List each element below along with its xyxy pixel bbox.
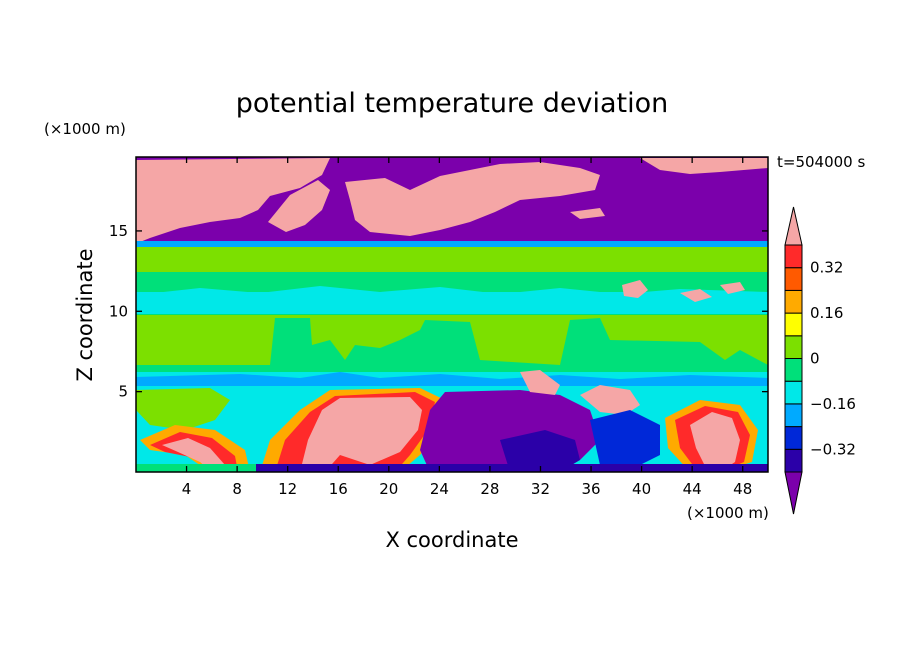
bl-pink-center: [300, 397, 422, 472]
y-tick-label-0: 5: [118, 383, 128, 401]
bl-bottom-green: [136, 464, 256, 472]
x-tick-label-2: 12: [278, 480, 297, 498]
colorbar: −0.32 −0.16 0 0.16 0.32: [784, 206, 856, 515]
bl-pink-right: [690, 412, 740, 472]
x-axis: 4 8 12 16 20 24 28 32 36 40 44 48: [182, 157, 752, 498]
x-tick-label-1: 8: [232, 480, 242, 498]
colorbar-segment-9: [784, 244, 803, 269]
bl-darkblue-center: [500, 430, 580, 472]
upper-anomaly-center: [345, 162, 600, 236]
colorbar-segment-0: [784, 448, 803, 473]
band-dark-1: [136, 241, 768, 247]
colorbar-high-arrow: [784, 206, 803, 246]
colorbar-segment-6: [784, 312, 803, 337]
chart-title: potential temperature deviation: [236, 88, 668, 119]
colorbar-segment-8: [784, 267, 803, 291]
x-tick-label-0: 4: [182, 480, 192, 498]
x-tick-label-10: 44: [683, 480, 702, 498]
bl-green-left: [136, 388, 230, 430]
x-tick-label-11: 48: [733, 480, 752, 498]
bl-pink-riser: [520, 370, 560, 395]
plot-frame: [135, 156, 769, 473]
colorbar-label-2: 0: [810, 350, 820, 368]
x-tick-label-8: 36: [581, 480, 600, 498]
plot-area: [136, 157, 768, 472]
colorbar-segment-5: [784, 335, 803, 359]
band-cyan-wave: [136, 286, 768, 314]
colorbar-label-3: 0.16: [810, 304, 843, 322]
x-tick-label-5: 24: [430, 480, 449, 498]
bl-bottom-blue: [136, 464, 768, 472]
colorbar-label-4: 0.32: [810, 259, 843, 277]
band-green-plumes: [136, 318, 768, 372]
upper-anomaly-spire: [268, 180, 330, 232]
x-tick-label-4: 20: [379, 480, 398, 498]
x-unit-label: (×1000 m): [687, 504, 769, 522]
y-tick-label-1: 10: [109, 302, 128, 320]
colorbar-segment-3: [784, 380, 803, 405]
colorbar-segment-4: [784, 358, 803, 382]
x-tick-label-6: 28: [480, 480, 499, 498]
band-blue-lower: [136, 372, 768, 386]
colorbar-segment-2: [784, 403, 803, 428]
x-tick-label-7: 32: [531, 480, 550, 498]
colorbar-label-0: −0.32: [810, 440, 856, 458]
time-label: t=504000 s: [777, 153, 865, 171]
anomaly-pink-right-mid-2: [680, 289, 712, 302]
x-axis-title: X coordinate: [385, 528, 518, 552]
bl-pink-left: [162, 438, 225, 472]
y-unit-label: (×1000 m): [44, 120, 126, 138]
colorbar-segment-7: [784, 289, 803, 314]
x-tick-label-9: 40: [632, 480, 651, 498]
colorbar-label-1: −0.16: [810, 395, 856, 413]
colorbar-segment-1: [784, 426, 803, 450]
x-tick-label-3: 16: [329, 480, 348, 498]
bl-pink-right-upper: [580, 385, 640, 415]
y-tick-label-2: 15: [109, 222, 128, 240]
upper-anomaly-small: [570, 208, 605, 219]
upper-anomaly-top-left: [136, 158, 330, 242]
bl-blue-right: [590, 410, 660, 470]
colorbar-low-arrow: [784, 471, 803, 515]
anomaly-pink-right-mid-3: [720, 282, 745, 294]
y-axis-title: Z coordinate: [73, 248, 97, 381]
upper-anomaly-right: [640, 158, 768, 174]
band-upper-green: [136, 247, 768, 272]
y-axis: 5 10 15: [109, 222, 768, 401]
anomaly-pink-right-mid: [622, 280, 648, 298]
